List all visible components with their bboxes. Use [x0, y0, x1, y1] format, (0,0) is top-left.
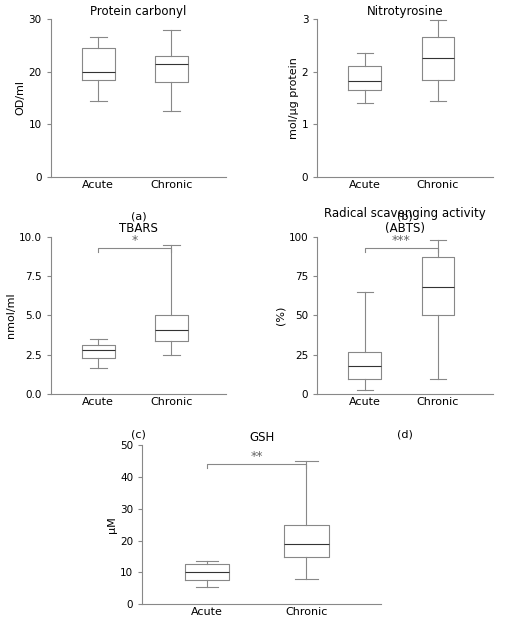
Title: Protein carbonyl: Protein carbonyl: [90, 5, 186, 18]
Y-axis label: (%): (%): [276, 306, 286, 325]
Text: **: **: [250, 450, 263, 463]
Text: *: *: [132, 233, 138, 247]
Y-axis label: nmol/ml: nmol/ml: [6, 293, 16, 338]
Text: (d): (d): [397, 429, 413, 439]
Title: GSH: GSH: [249, 431, 274, 444]
Title: TBARS: TBARS: [119, 223, 158, 235]
Y-axis label: mol/μg protein: mol/μg protein: [289, 57, 299, 139]
Title: Radical scavenging activity
(ABTS): Radical scavenging activity (ABTS): [324, 207, 486, 235]
Title: Nitrotyrosine: Nitrotyrosine: [367, 5, 443, 18]
Text: (a): (a): [131, 211, 146, 221]
Y-axis label: μM: μM: [107, 516, 117, 533]
Y-axis label: OD/ml: OD/ml: [16, 80, 26, 115]
Text: (b): (b): [397, 211, 413, 221]
Text: ***: ***: [392, 233, 411, 247]
Text: (c): (c): [131, 429, 146, 439]
